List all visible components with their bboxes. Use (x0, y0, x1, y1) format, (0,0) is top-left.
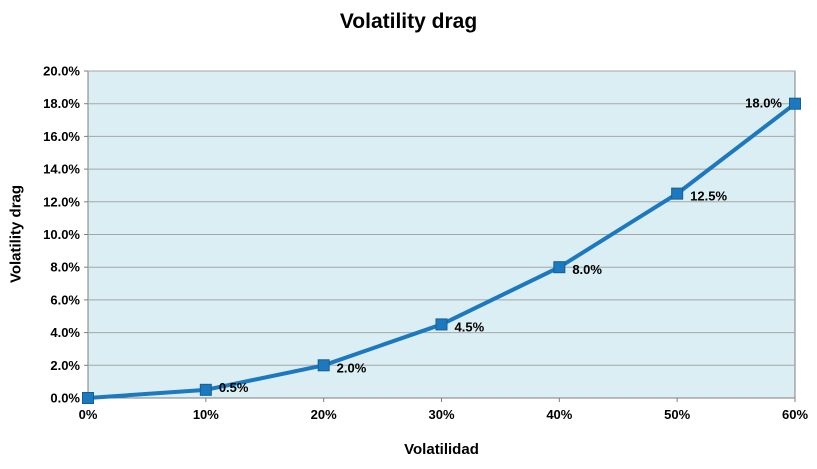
svg-text:8.0%: 8.0% (572, 262, 602, 277)
svg-text:20.0%: 20.0% (43, 64, 80, 79)
svg-text:8.0%: 8.0% (50, 260, 80, 275)
svg-text:0.0%: 0.0% (50, 391, 80, 406)
svg-text:14.0%: 14.0% (43, 162, 80, 177)
svg-text:10.0%: 10.0% (43, 227, 80, 242)
svg-text:30%: 30% (428, 407, 454, 422)
svg-text:0%: 0% (79, 407, 98, 422)
svg-text:4.0%: 4.0% (50, 325, 80, 340)
svg-text:12.5%: 12.5% (690, 189, 727, 204)
svg-text:10%: 10% (193, 407, 219, 422)
svg-text:0.5%: 0.5% (219, 380, 249, 395)
chart-title: Volatility drag (339, 10, 478, 33)
svg-text:6.0%: 6.0% (50, 292, 80, 307)
svg-text:50%: 50% (664, 407, 690, 422)
svg-text:16.0%: 16.0% (43, 129, 80, 144)
svg-text:2.0%: 2.0% (337, 360, 367, 375)
svg-text:2.0%: 2.0% (50, 358, 80, 373)
x-axis-title: Volatilidad (404, 441, 479, 458)
svg-text:18.0%: 18.0% (43, 96, 80, 111)
svg-text:18.0%: 18.0% (745, 96, 782, 111)
svg-text:4.5%: 4.5% (455, 319, 485, 334)
svg-text:60%: 60% (782, 407, 808, 422)
svg-text:40%: 40% (546, 407, 572, 422)
svg-text:12.0%: 12.0% (43, 194, 80, 209)
svg-text:20%: 20% (311, 407, 337, 422)
